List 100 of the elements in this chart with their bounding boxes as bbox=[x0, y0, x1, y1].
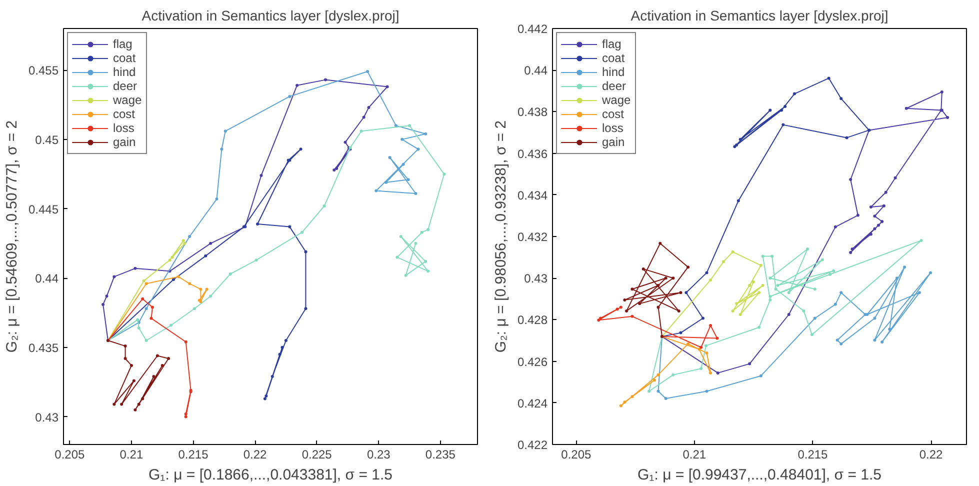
point bbox=[642, 267, 645, 270]
chart-title: Activation in Semantics layer [dyslex.proj] bbox=[630, 8, 888, 24]
y-tick-label: 0.428 bbox=[517, 313, 548, 328]
point bbox=[701, 316, 704, 320]
x-tick-label: 0.215 bbox=[178, 448, 209, 462]
point bbox=[137, 402, 140, 406]
point bbox=[141, 297, 144, 300]
point bbox=[918, 291, 921, 294]
point bbox=[946, 116, 950, 120]
point bbox=[704, 344, 708, 348]
point bbox=[705, 390, 708, 393]
point bbox=[192, 307, 196, 310]
point bbox=[360, 130, 363, 133]
point bbox=[184, 415, 188, 418]
point bbox=[184, 412, 188, 416]
point bbox=[426, 228, 430, 232]
point bbox=[288, 225, 292, 228]
point bbox=[284, 339, 288, 342]
point bbox=[658, 242, 662, 245]
point bbox=[759, 374, 762, 378]
point bbox=[426, 270, 430, 273]
point bbox=[884, 190, 888, 194]
y-tick-label: 0.434 bbox=[517, 188, 548, 202]
point bbox=[205, 288, 208, 291]
point bbox=[873, 214, 876, 218]
point bbox=[752, 280, 755, 284]
point bbox=[758, 326, 761, 329]
point bbox=[873, 316, 876, 320]
point bbox=[738, 313, 742, 316]
legend-label: coat bbox=[113, 51, 136, 65]
point bbox=[850, 247, 854, 250]
point bbox=[424, 132, 428, 136]
point bbox=[820, 258, 824, 262]
point bbox=[656, 284, 660, 287]
point bbox=[136, 318, 140, 322]
point bbox=[304, 307, 308, 310]
y-axis-title: G₂: μ = [0.54609,...,0.50777], σ = 2 bbox=[3, 120, 20, 353]
x-tick-label: 0.205 bbox=[561, 448, 592, 462]
y-tick-label: 0.435 bbox=[28, 340, 59, 355]
point bbox=[402, 162, 405, 166]
point bbox=[623, 298, 626, 302]
y-tick-label: 0.45 bbox=[35, 132, 59, 147]
point bbox=[940, 90, 944, 94]
point bbox=[215, 198, 218, 201]
point bbox=[716, 336, 719, 340]
point bbox=[170, 324, 173, 327]
point bbox=[735, 302, 738, 306]
point bbox=[335, 167, 338, 170]
legend-label: cost bbox=[113, 107, 136, 121]
point bbox=[684, 291, 688, 294]
point bbox=[386, 85, 389, 88]
point bbox=[705, 351, 708, 354]
x-tick-label: 0.21 bbox=[120, 448, 144, 462]
point bbox=[167, 357, 170, 360]
point bbox=[324, 78, 327, 82]
point bbox=[677, 309, 680, 312]
point bbox=[424, 260, 428, 263]
point bbox=[199, 288, 202, 291]
point bbox=[759, 264, 762, 267]
y-tick-label: 0.43 bbox=[35, 410, 59, 424]
point bbox=[270, 375, 274, 378]
line-series bbox=[102, 78, 389, 342]
x-tick-label: 0.235 bbox=[425, 448, 456, 462]
line-series bbox=[619, 335, 712, 408]
line-series bbox=[107, 124, 446, 342]
point bbox=[828, 272, 832, 276]
legend-label: flag bbox=[113, 37, 133, 51]
y-tick-label: 0.436 bbox=[517, 146, 548, 161]
point bbox=[597, 318, 600, 322]
point bbox=[137, 326, 140, 330]
point bbox=[304, 250, 308, 254]
point bbox=[834, 225, 837, 228]
point bbox=[150, 306, 154, 309]
point bbox=[873, 227, 876, 230]
legend-label: loss bbox=[113, 121, 134, 135]
legend-label: deer bbox=[113, 79, 138, 93]
point bbox=[209, 242, 212, 245]
point bbox=[420, 230, 424, 234]
point bbox=[134, 266, 137, 270]
x-tick-label: 0.22 bbox=[243, 448, 268, 462]
point bbox=[416, 148, 420, 151]
point bbox=[263, 397, 266, 400]
point bbox=[793, 92, 796, 96]
point bbox=[894, 176, 897, 180]
point bbox=[224, 130, 227, 133]
point bbox=[880, 220, 884, 224]
point bbox=[832, 269, 836, 272]
y-tick-label: 0.432 bbox=[517, 230, 548, 244]
point bbox=[827, 76, 830, 80]
point bbox=[176, 275, 180, 278]
point bbox=[623, 400, 626, 404]
y-axis-title: G₂: μ = [0.98056,...,0.93238], σ = 2 bbox=[492, 120, 510, 353]
point bbox=[768, 108, 772, 112]
legend-label: hind bbox=[602, 65, 625, 79]
point bbox=[406, 178, 410, 182]
point bbox=[648, 390, 651, 393]
point bbox=[903, 266, 906, 269]
x-tick-label: 0.22 bbox=[919, 448, 944, 462]
point bbox=[849, 251, 852, 254]
point bbox=[664, 397, 668, 400]
